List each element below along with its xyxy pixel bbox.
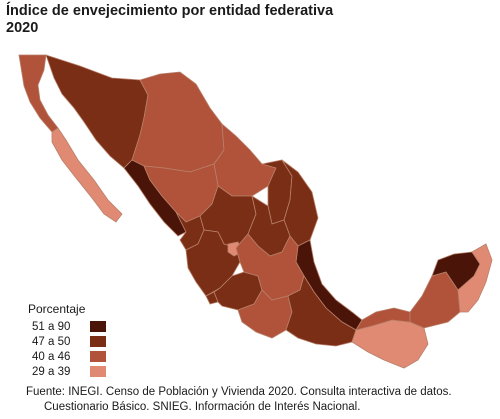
state-baja-california[interactable]: Baja California: [18, 54, 59, 133]
mexico-map: Baja California Baja California Sur Sono…: [18, 54, 493, 369]
map-title-line2: 2020: [6, 20, 39, 36]
legend-label: 47 a 50: [32, 335, 71, 348]
legend-label: 40 a 46: [32, 350, 71, 363]
source-note: Fuente: INEGI. Censo de Población y Vivi…: [26, 385, 452, 415]
legend-item: 40 a 46: [28, 349, 106, 364]
legend-swatch: [90, 321, 106, 332]
state-chihuahua[interactable]: Chihuahua: [131, 71, 225, 173]
legend-label: 29 a 39: [32, 365, 71, 378]
map-title: Índice de envejecimiento por entidad fed…: [6, 3, 333, 37]
legend-label: 51 a 90: [32, 320, 71, 333]
state-coahuila[interactable]: Coahuila: [213, 123, 277, 197]
map-legend: Porcentaje 51 a 90 47 a 50 40 a 46 29 a …: [28, 302, 106, 379]
state-centro[interactable]: Centro: [235, 233, 305, 301]
state-baja-california-sur[interactable]: Baja California Sur: [51, 127, 123, 223]
source-line1: Fuente: INEGI. Censo de Población y Vivi…: [26, 386, 452, 398]
legend-title: Porcentaje: [28, 302, 86, 316]
legend-item: 47 a 50: [28, 334, 106, 349]
legend-swatch: [90, 336, 106, 347]
state-quintana-roo[interactable]: Quintana Roo: [457, 243, 493, 313]
legend-swatch: [90, 351, 106, 362]
map-title-line1: Índice de envejecimiento por entidad fed…: [6, 3, 334, 19]
legend-item: 51 a 90: [28, 319, 106, 334]
legend-item: 29 a 39: [28, 364, 106, 379]
source-line2: Cuestionario Básico. SNIEG. Información …: [44, 401, 361, 413]
legend-swatch: [90, 366, 106, 377]
